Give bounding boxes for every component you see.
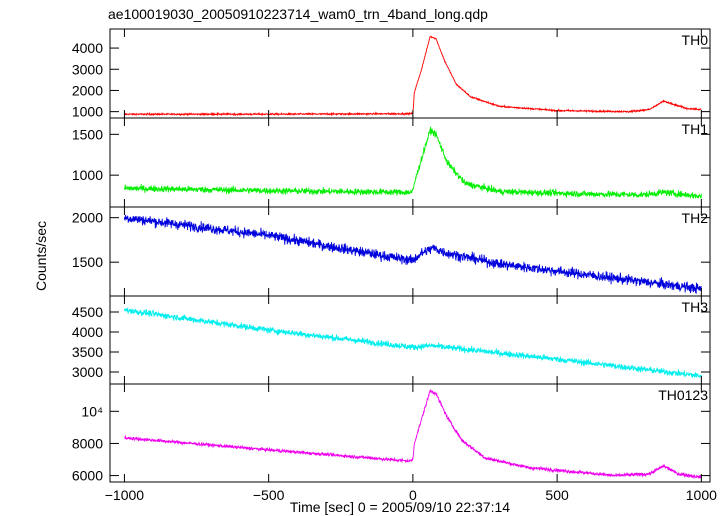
- y-axis-label: Counts/sec: [33, 221, 49, 291]
- y-tick-label: 3000: [72, 364, 103, 380]
- y-tick-label: 4000: [72, 40, 103, 56]
- chart-title: ae100019030_20050910223714_wam0_trn_4ban…: [108, 6, 488, 22]
- y-tick-label: 1500: [72, 254, 103, 270]
- series-line-th0123: [124, 388, 702, 480]
- series-line-th2: [123, 214, 702, 294]
- y-tick-label: 2000: [72, 210, 103, 226]
- y-tick-label: 8000: [72, 435, 103, 451]
- panel-th3: 3000 3500 4000 4500 TH3: [72, 295, 711, 385]
- panel-frame: [109, 295, 711, 385]
- y-tick-label: 3000: [72, 61, 103, 77]
- series-line-th3: [123, 307, 702, 379]
- y-tick-label: 4500: [72, 304, 103, 320]
- panel-label: TH0123: [658, 387, 708, 403]
- y-tick-label: 6000: [72, 468, 103, 484]
- panel-label: TH0: [682, 32, 709, 48]
- panel-frame: [109, 206, 711, 297]
- panel-frame: [109, 28, 711, 119]
- y-tick-label: 1000: [72, 167, 103, 183]
- x-tick-label: 500: [545, 487, 569, 503]
- panel-th0123: 6000 8000 10⁴ TH0123: [72, 383, 711, 484]
- x-axis-label: Time [sec] 0 = 2005/09/10 22:37:14: [290, 499, 510, 515]
- chart-panels: 1000 2000 3000 4000 TH0 1000 1500 TH1 1500 2000 TH…: [72, 28, 711, 484]
- panel-th2: 1500 2000 TH2: [72, 206, 711, 297]
- panel-label: TH1: [682, 121, 709, 137]
- panel-th0: 1000 2000 3000 4000 TH0: [72, 28, 711, 120]
- series-line-th0: [124, 35, 702, 117]
- panel-label: TH3: [682, 299, 709, 315]
- y-tick-label: 1000: [72, 104, 103, 120]
- panel-label: TH2: [682, 210, 709, 226]
- y-tick-label: 1500: [72, 126, 103, 142]
- panel-th1: 1000 1500 TH1: [72, 117, 711, 208]
- y-tick-label: 4000: [72, 324, 103, 340]
- y-tick-label: 2000: [72, 82, 103, 98]
- x-tick-label: −1000: [105, 487, 145, 503]
- y-tick-label: 10⁴: [81, 403, 103, 419]
- x-tick-label: 0: [409, 487, 417, 503]
- x-tick-label: −500: [253, 487, 285, 503]
- panel-frame: [109, 383, 711, 483]
- x-axis-ticks: −1000 −500 0 500 1000: [105, 487, 717, 503]
- series-line-th1: [123, 126, 702, 200]
- y-tick-label: 3500: [72, 344, 103, 360]
- x-tick-label: 1000: [686, 487, 717, 503]
